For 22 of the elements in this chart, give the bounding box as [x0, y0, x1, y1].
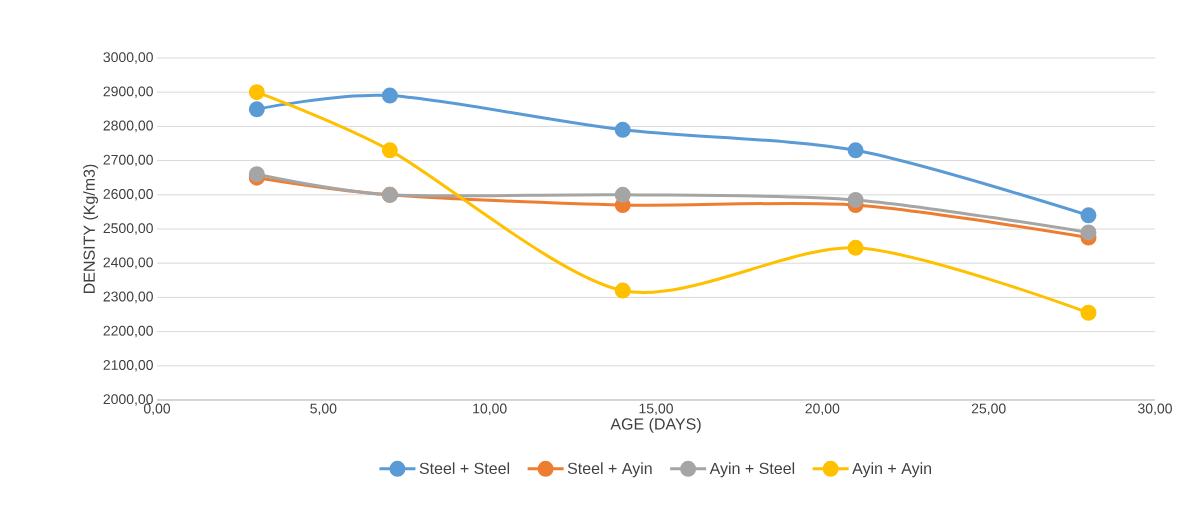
legend-label: Steel + Ayin	[567, 462, 652, 478]
y-tick-label: 2300,00	[103, 291, 153, 304]
x-tick-label: 10,00	[473, 403, 507, 416]
y-tick-label: 2800,00	[103, 120, 153, 133]
legend-label: Steel + Steel	[419, 462, 510, 475]
y-axis-title: DENSITY (Kg/m3)	[83, 164, 99, 294]
y-tick-label: 2700,00	[103, 154, 153, 167]
x-tick-label: 25,00	[971, 403, 1006, 416]
y-tick-label: 2200,00	[103, 325, 153, 338]
y-tick-label: 3000,00	[103, 52, 153, 64]
x-tick-label: 20,00	[805, 403, 840, 416]
y-tick-label: 2100,00	[103, 360, 153, 372]
y-tick-label: 2600,00	[103, 189, 153, 201]
y-tick-label: 2900,00	[103, 86, 153, 98]
legend-label: Ayin + Steel	[709, 462, 795, 478]
x-tick-label: 5,00	[310, 403, 337, 416]
x-tick-label: 30,00	[1138, 403, 1172, 416]
x-tick-label: 15,00	[639, 403, 673, 416]
legend-label: Ayin + Ayin	[852, 462, 932, 478]
y-tick-label: 2400,00	[103, 257, 153, 269]
y-tick-label: 2500,00	[103, 223, 153, 235]
x-axis-title: AGE (DAYS)	[610, 417, 701, 433]
